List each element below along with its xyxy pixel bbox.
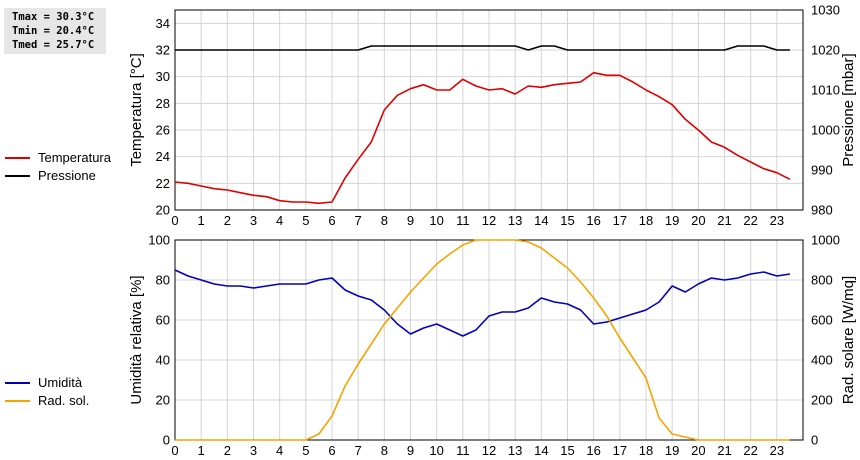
legend-label: Umidità: [38, 375, 83, 390]
x-tick-label: 22: [743, 213, 757, 228]
y-tick-label-left: 20: [156, 393, 170, 408]
y-tick-label-right: 990: [811, 163, 833, 178]
x-tick-label: 13: [508, 213, 522, 228]
legend-label: Temperatura: [38, 150, 112, 165]
x-tick-label: 12: [482, 443, 496, 458]
x-tick-label: 7: [355, 213, 362, 228]
x-tick-label: 12: [482, 213, 496, 228]
x-tick-label: 1: [198, 443, 205, 458]
y-tick-label-right: 200: [811, 393, 833, 408]
chart-1: 0 1 2 3 4 5 6 7 8 9 10 11 12 13 14 15 16 17 18 19 20 21 22 2320…: [5, 3, 857, 228]
y-tick-label-left: 20: [156, 203, 170, 218]
tmax-text: Tmax = 30.3°C: [12, 11, 95, 23]
x-tick-label: 17: [613, 213, 627, 228]
x-tick-label: 17: [613, 443, 627, 458]
y-tick-label-left: 80: [156, 273, 170, 288]
y-tick-label-right: 400: [811, 353, 833, 368]
legend-label: Rad. sol.: [38, 393, 89, 408]
y-axis-label-left: Umidità relativa [%]: [128, 275, 145, 404]
y-tick-label-left: 26: [156, 123, 170, 138]
chart-2: 0 1 2 3 4 5 6 7 8 9 10 11 12 13 14 15 16 17 18 19 20 21 22 2302…: [5, 233, 857, 458]
x-tick-label: 13: [508, 443, 522, 458]
x-tick-label: 2: [224, 443, 231, 458]
tmin-text: Tmin = 20.4°C: [12, 25, 95, 37]
y-tick-label-right: 1000: [811, 123, 840, 138]
x-tick-label: 3: [250, 213, 257, 228]
y-axis-label-right: Pressione [mbar]: [840, 53, 857, 166]
x-tick-label: 7: [355, 443, 362, 458]
series-line-rad-sol-: [175, 239, 790, 441]
stats-box: Tmax = 30.3°C Tmin = 20.4°C Tmed = 25.7°…: [4, 8, 106, 54]
x-tick-label: 4: [276, 213, 283, 228]
y-tick-label-right: 1010: [811, 83, 840, 98]
y-tick-label-left: 22: [156, 176, 170, 191]
series-line-temperatura: [174, 71, 791, 205]
x-tick-label: 9: [407, 213, 414, 228]
y-tick-label-left: 100: [148, 233, 170, 248]
x-tick-label: 2: [224, 213, 231, 228]
y-tick-label-right: 600: [811, 313, 833, 328]
x-tick-label: 16: [586, 213, 600, 228]
y-tick-label-left: 40: [156, 353, 170, 368]
x-tick-label: 22: [743, 443, 757, 458]
x-tick-label: 11: [456, 443, 470, 458]
x-tick-label: 19: [665, 213, 679, 228]
y-tick-label-left: 24: [156, 149, 170, 164]
series-line-umidit-: [174, 269, 791, 337]
y-tick-label-left: 28: [156, 96, 170, 111]
x-tick-label: 3: [250, 443, 257, 458]
x-tick-label: 10: [429, 443, 443, 458]
plot-frame: [174, 9, 804, 211]
x-tick-label: 23: [770, 443, 784, 458]
x-tick-label: 20: [691, 213, 705, 228]
x-tick-label: 14: [534, 213, 548, 228]
x-tick-label: 5: [302, 213, 309, 228]
x-tick-label: 0: [171, 213, 178, 228]
y-axis-label-right: Rad. solare [W/mq]: [840, 276, 857, 404]
x-tick-label: 11: [456, 213, 470, 228]
x-tick-label: 10: [429, 213, 443, 228]
y-tick-label-left: 0: [163, 433, 170, 448]
y-tick-label-right: 1030: [811, 3, 840, 18]
x-tick-label: 16: [586, 443, 600, 458]
x-tick-label: 4: [276, 443, 283, 458]
y-tick-label-left: 34: [156, 16, 170, 31]
x-tick-label: 18: [639, 213, 653, 228]
y-tick-label-left: 60: [156, 313, 170, 328]
y-axis-label-left: Temperatura [°C]: [128, 53, 145, 167]
x-tick-label: 14: [534, 443, 548, 458]
y-tick-label-right: 980: [811, 203, 833, 218]
y-tick-label-right: 0: [811, 433, 818, 448]
x-tick-label: 19: [665, 443, 679, 458]
y-tick-label-right: 800: [811, 273, 833, 288]
x-tick-label: 23: [770, 213, 784, 228]
x-tick-label: 8: [381, 443, 388, 458]
y-tick-label-left: 30: [156, 69, 170, 84]
x-tick-label: 21: [717, 443, 731, 458]
x-tick-label: 8: [381, 213, 388, 228]
x-tick-label: 0: [171, 443, 178, 458]
tmed-text: Tmed = 25.7°C: [12, 39, 95, 51]
y-tick-label-right: 1020: [811, 43, 840, 58]
x-tick-label: 6: [328, 213, 335, 228]
y-tick-label-left: 32: [156, 43, 170, 58]
x-tick-label: 1: [198, 213, 205, 228]
x-tick-label: 18: [639, 443, 653, 458]
x-tick-label: 15: [560, 443, 574, 458]
x-tick-label: 9: [407, 443, 414, 458]
legend-label: Pressione: [38, 168, 96, 183]
x-tick-label: 15: [560, 213, 574, 228]
y-tick-label-right: 1000: [811, 233, 840, 248]
x-tick-label: 21: [717, 213, 731, 228]
x-tick-label: 20: [691, 443, 705, 458]
x-tick-label: 5: [302, 443, 309, 458]
series-line-pressione: [175, 45, 790, 51]
x-tick-label: 6: [328, 443, 335, 458]
